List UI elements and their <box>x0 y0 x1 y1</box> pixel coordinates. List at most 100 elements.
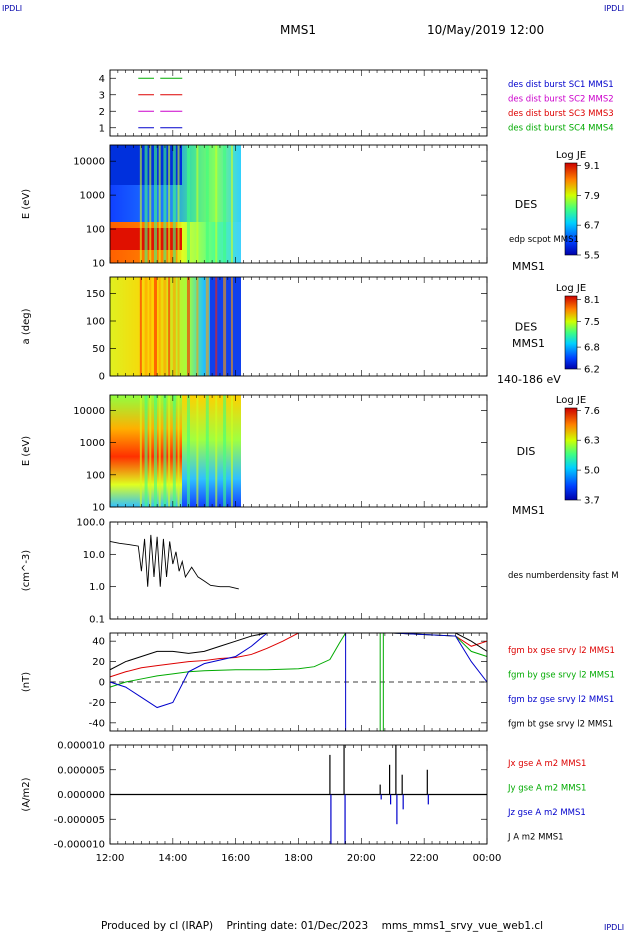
bfield-y-tick-label: 40 <box>92 637 105 648</box>
spectrogram-stripe <box>186 145 190 263</box>
des-pitch-y-tick-label: 100 <box>86 317 105 328</box>
des-energy-sublabel: edp scpot MMS1 <box>509 235 579 245</box>
spectrogram-stripe <box>144 145 148 263</box>
dis-energy-y-tick-label: 10000 <box>73 406 105 417</box>
des-pitch-y-tick-label: 50 <box>92 344 105 355</box>
spectrogram-stripe <box>177 277 180 376</box>
bfield-legend-entry: fgm bt gse srvy l2 MMS1 <box>508 720 613 730</box>
density-y-tick-label: 10.0 <box>83 550 105 561</box>
spectrogram-stripe <box>139 395 142 507</box>
des-energy-label: DES <box>515 198 537 211</box>
density-legend-entry: des numberdensity fast M <box>508 571 619 581</box>
des-energy-colorbar-tick-label: 5.5 <box>584 251 600 262</box>
des-pitch-colorbar-tick-label: 7.5 <box>584 317 600 328</box>
spectrogram-stripe <box>149 277 152 376</box>
x-tick-label: 14:00 <box>158 853 187 864</box>
x-tick-label: 00:00 <box>473 853 502 864</box>
plot-datetime: 10/May/2019 12:00 <box>427 23 544 37</box>
burst-legend-entry: des dist burst SC1 MMS1 <box>508 80 614 90</box>
spectrogram-stripe <box>168 277 171 376</box>
spectrogram-stripe <box>186 395 190 507</box>
dis-energy-colorbar-tick-label: 6.3 <box>584 436 600 447</box>
density-y-tick-label: 100.0 <box>76 518 105 529</box>
dis-energy-label: DIS <box>517 445 536 458</box>
density-y-tick-label: 0.1 <box>89 615 105 626</box>
panel-frame-density <box>109 521 488 620</box>
spectrogram-stripe <box>172 145 176 263</box>
spectrogram-stripe <box>158 145 161 263</box>
density-line <box>109 534 239 590</box>
spectrogram-stripe <box>230 145 233 263</box>
des-energy-y-tick-label: 1000 <box>80 191 105 202</box>
corner-label-top-left: IPDLI <box>2 4 22 13</box>
dis-energy-bottom-label: MMS1 <box>512 504 545 517</box>
dis-energy-y-axis-label: E (eV) <box>21 436 32 466</box>
bfield-y-tick-label: -40 <box>89 718 105 729</box>
current-y-tick-label: -0.000010 <box>54 840 105 851</box>
des-energy-y-tick-label: 10000 <box>73 157 105 168</box>
des-energy-colorbar-tick-label: 9.1 <box>584 161 600 172</box>
burst-legend-entry: des dist burst SC2 MMS2 <box>508 95 614 105</box>
spectrogram-stripe <box>186 277 190 376</box>
des-energy-colorbar-tick-label: 7.9 <box>584 191 600 202</box>
panel-frame-burst <box>109 69 488 137</box>
burst-y-tick-label: 1 <box>99 123 105 134</box>
spectrogram-stripe <box>144 395 148 507</box>
spectrogram-stripe <box>153 395 157 507</box>
current-legend-entry: Jy gse A m2 MMS1 <box>507 784 586 794</box>
spectrogram-stripe <box>149 395 152 507</box>
des-energy-bottom-label: MMS1 <box>512 260 545 273</box>
des-energy-colorbar-tick-label: 6.7 <box>584 221 600 232</box>
colorbar-des-pitch <box>564 295 578 370</box>
spectrogram-stripe <box>158 395 161 507</box>
current-legend-entry: J A m2 MMS1 <box>507 833 564 843</box>
burst-y-tick-label: 3 <box>99 90 105 101</box>
density-y-tick-label: 1.0 <box>89 582 105 593</box>
current-y-axis-label: (A/m2) <box>21 777 32 811</box>
bfield-series-line <box>109 632 488 709</box>
spectrogram-stripe <box>168 145 171 263</box>
spectrogram-stripe <box>177 145 180 263</box>
colorbar-des-energy <box>564 162 578 256</box>
des-pitch-colorbar-tick-label: 6.2 <box>584 365 600 376</box>
bfield-y-tick-label: -20 <box>89 698 105 709</box>
spectrogram-stripe <box>223 277 227 376</box>
corner-label-top-right: IPDLI <box>604 4 624 13</box>
des-energy-y-tick-label: 100 <box>86 225 105 236</box>
des-pitch-y-axis-label: a (deg) <box>21 308 32 344</box>
x-tick-label: 22:00 <box>410 853 439 864</box>
des-energy-y-axis-label: E (eV) <box>21 189 32 219</box>
spectrogram-stripe <box>196 277 199 376</box>
x-tick-label: 16:00 <box>221 853 250 864</box>
spectrogram-stripe <box>144 277 148 376</box>
spectrogram-stripe <box>215 395 218 507</box>
spectrogram-stripe <box>153 277 157 376</box>
burst-y-tick-label: 4 <box>99 74 105 85</box>
bfield-series-line <box>109 632 488 688</box>
footer-text: Produced by cl (IRAP) Printing date: 01/… <box>101 920 543 932</box>
dis-energy-colorbar-title: Log JE <box>556 395 586 406</box>
bfield-legend-entry: fgm bx gse srvy l2 MMS1 <box>508 646 615 656</box>
dis-energy-y-tick-label: 10 <box>92 503 105 514</box>
current-y-tick-label: 0.000005 <box>57 765 105 776</box>
current-legend-entry: Jx gse A m2 MMS1 <box>507 759 586 769</box>
spectrogram-stripe <box>205 277 209 376</box>
spectrogram-stripe <box>230 395 233 507</box>
dis-energy-colorbar-tick-label: 7.6 <box>584 406 600 417</box>
burst-legend-entry: des dist burst SC3 MMS3 <box>508 109 614 119</box>
colorbar-dis-energy <box>564 407 578 501</box>
spectrogram-stripe <box>177 395 180 507</box>
spectrogram-stripe <box>223 395 227 507</box>
dis-energy-y-tick-label: 100 <box>86 470 105 481</box>
spectrogram-stripe <box>139 145 142 263</box>
des-pitch-colorbar-tick-label: 8.1 <box>584 295 600 306</box>
spectrogram-stripe <box>163 145 167 263</box>
des-pitch-colorbar-tick-label: 6.8 <box>584 343 600 354</box>
des-pitch-y-tick-label: 150 <box>86 289 105 300</box>
bfield-series-line <box>109 632 488 678</box>
current-y-tick-label: -0.000005 <box>54 815 105 826</box>
spectrogram-stripe <box>172 277 176 376</box>
des-pitch-bottom-label: 140-186 eV <box>497 373 561 386</box>
spectrogram-stripe <box>163 277 167 376</box>
